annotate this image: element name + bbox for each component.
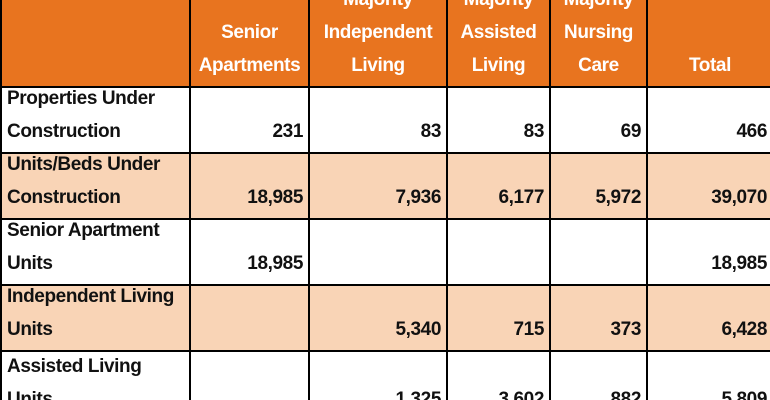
table-cell: 18,985 xyxy=(191,220,308,284)
column-header: Majority Independent Living xyxy=(310,0,446,86)
table-cell: 882 xyxy=(551,352,646,400)
column-header: Total xyxy=(648,0,770,86)
table-cell xyxy=(448,220,549,284)
cell-value: 466 xyxy=(736,121,767,142)
table-cell xyxy=(191,286,308,350)
table-cell: 6,177 xyxy=(448,154,549,218)
table-cell: 83 xyxy=(310,88,446,152)
row-label-text: Units xyxy=(7,389,53,400)
table-cell: 231 xyxy=(191,88,308,152)
cell-value: 3,602 xyxy=(498,389,544,400)
table-cell: 18,985 xyxy=(191,154,308,218)
header-text: Majority xyxy=(564,0,634,16)
table-cell: 1,325 xyxy=(310,352,446,400)
table-cell: 83 xyxy=(448,88,549,152)
cell-value: 5,809 xyxy=(721,389,767,400)
column-header: Majority Assisted Living xyxy=(448,0,549,86)
table-cell: 5,809 xyxy=(648,352,770,400)
row-label: Assisted Living Units xyxy=(2,352,189,400)
cell-value: 6,428 xyxy=(721,319,767,340)
table-cell: 5,972 xyxy=(551,154,646,218)
table-cell xyxy=(551,220,646,284)
table-cell: 7,936 xyxy=(310,154,446,218)
column-header: Senior Apartments xyxy=(191,0,308,86)
cell-value: 83 xyxy=(523,121,545,142)
cell-value: 18,985 xyxy=(711,253,767,274)
table-cell: 39,070 xyxy=(648,154,770,218)
table-cell: 18,985 xyxy=(648,220,770,284)
header-text: Assisted xyxy=(460,22,537,43)
cell-value: 1,325 xyxy=(395,389,441,400)
row-label-text: Units/Beds Under xyxy=(7,154,161,175)
table-cell xyxy=(191,352,308,400)
cell-value: 18,985 xyxy=(247,187,303,208)
header-text: Living xyxy=(471,55,526,76)
row-label-text: Properties Under xyxy=(7,88,155,109)
cell-value: 39,070 xyxy=(711,187,767,208)
cell-value: 5,340 xyxy=(395,319,441,340)
table-cell: 6,428 xyxy=(648,286,770,350)
cell-value: 18,985 xyxy=(247,253,303,274)
table-cell: 466 xyxy=(648,88,770,152)
row-label-text: Units xyxy=(7,319,53,340)
cell-value: 231 xyxy=(272,121,303,142)
cell-value: 373 xyxy=(610,319,641,340)
header-text: Majority xyxy=(464,0,534,16)
header-text: Senior xyxy=(221,22,278,43)
cell-value: 882 xyxy=(610,389,641,400)
column-header: Majority Nursing Care xyxy=(551,0,646,86)
header-text: Total xyxy=(689,55,731,76)
header-text: Nursing xyxy=(564,22,633,43)
header-text: Majority xyxy=(343,0,413,16)
header-text: Independent xyxy=(323,22,433,43)
row-label: Senior Apartment Units xyxy=(2,220,189,284)
row-label: Independent Living Units xyxy=(2,286,189,350)
header-corner xyxy=(2,0,189,86)
header-text: Living xyxy=(351,55,405,76)
row-label-text: Construction xyxy=(7,121,121,142)
header-text: Care xyxy=(578,55,619,76)
table-cell: 373 xyxy=(551,286,646,350)
table-cell xyxy=(310,220,446,284)
row-label-text: Senior Apartment xyxy=(7,220,160,241)
row-label-text: Construction xyxy=(7,187,121,208)
table-cell: 69 xyxy=(551,88,646,152)
table-cell: 715 xyxy=(448,286,549,350)
row-label: Properties Under Construction xyxy=(2,88,189,152)
cell-value: 715 xyxy=(513,319,544,340)
table-cell: 3,602 xyxy=(448,352,549,400)
cell-value: 83 xyxy=(420,121,442,142)
cell-value: 69 xyxy=(620,121,642,142)
row-label-text: Units xyxy=(7,253,53,274)
cell-value: 5,972 xyxy=(595,187,641,208)
row-label-text: Independent Living xyxy=(7,286,174,307)
row-label-text: Assisted Living xyxy=(7,356,142,377)
cell-value: 6,177 xyxy=(498,187,544,208)
row-label: Units/Beds Under Construction xyxy=(2,154,189,218)
cell-value: 7,936 xyxy=(395,187,441,208)
table-cell: 5,340 xyxy=(310,286,446,350)
header-text: Apartments xyxy=(198,55,301,76)
